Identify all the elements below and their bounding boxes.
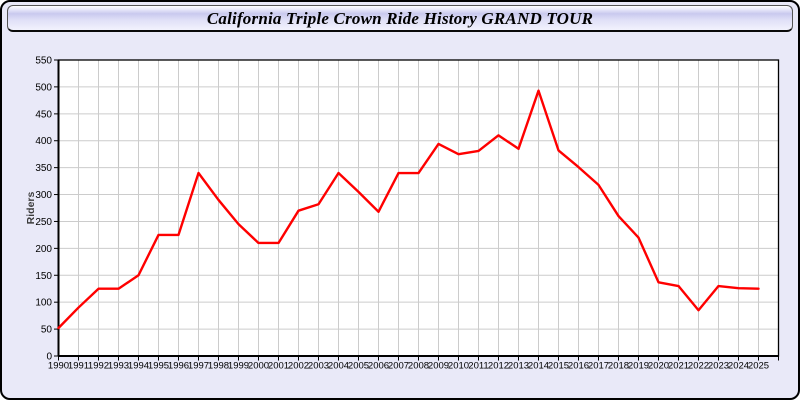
x-axis-label: 2012 <box>488 361 509 372</box>
y-axis-label: 300 <box>35 190 52 201</box>
x-axis-label: 1991 <box>68 361 89 372</box>
x-axis-label: 2003 <box>308 361 329 372</box>
y-axis-label: 0 <box>46 352 52 363</box>
x-axis-label: 2007 <box>388 361 409 372</box>
x-axis-label: 2016 <box>568 361 589 372</box>
x-axis-label: 2015 <box>548 361 569 372</box>
x-axis-label: 2002 <box>288 361 309 372</box>
y-axis-label: 150 <box>35 271 52 282</box>
x-axis-label: 2019 <box>628 361 649 372</box>
x-axis-label: 2013 <box>508 361 529 372</box>
chart-title-bar: California Triple Crown Ride History GRA… <box>7 5 793 32</box>
x-axis-label: 2018 <box>608 361 629 372</box>
x-axis-label: 2004 <box>328 361 349 372</box>
x-axis-label: 2011 <box>468 361 488 372</box>
x-axis-label: 1994 <box>128 361 149 372</box>
y-axis-label: 500 <box>35 82 52 93</box>
x-axis-label: 2021 <box>668 361 689 372</box>
x-axis-label: 2024 <box>728 361 749 372</box>
x-axis-label: 1999 <box>228 361 249 372</box>
x-axis-label: 2010 <box>448 361 469 372</box>
x-axis-label: 1993 <box>108 361 129 372</box>
y-axis-label: 100 <box>35 298 52 309</box>
x-axis-label: 1997 <box>188 361 209 372</box>
y-axis-label: 550 <box>35 56 52 67</box>
y-axis-label: 50 <box>41 325 53 336</box>
y-axis-label: 400 <box>35 136 52 147</box>
y-axis-label: 250 <box>35 217 52 228</box>
x-axis-label: 1998 <box>208 361 229 372</box>
y-axis-label: 350 <box>35 163 52 174</box>
x-axis-label: 2020 <box>648 361 669 372</box>
x-axis-label: 2000 <box>248 361 269 372</box>
x-axis-label: 2005 <box>348 361 369 372</box>
x-axis-label: 2009 <box>428 361 449 372</box>
x-axis-label: 2025 <box>748 361 769 372</box>
y-axis-label: 200 <box>35 244 52 255</box>
y-axis-label: 450 <box>35 109 52 120</box>
x-axis-label: 2017 <box>588 361 609 372</box>
x-axis-label: 2006 <box>368 361 389 372</box>
x-axis-label: 2008 <box>408 361 429 372</box>
x-axis-label: 1996 <box>168 361 189 372</box>
x-axis-label: 1992 <box>88 361 109 372</box>
x-axis-label: 2022 <box>688 361 709 372</box>
riders-line-series <box>57 89 760 330</box>
x-axis-label: 2023 <box>708 361 729 372</box>
chart-title: California Triple Crown Ride History GRA… <box>206 9 594 28</box>
x-axis-label: 2001 <box>268 361 289 372</box>
x-axis-label: 2014 <box>528 361 549 372</box>
x-axis-label: 1990 <box>48 361 69 372</box>
x-axis-label: 1995 <box>148 361 169 372</box>
